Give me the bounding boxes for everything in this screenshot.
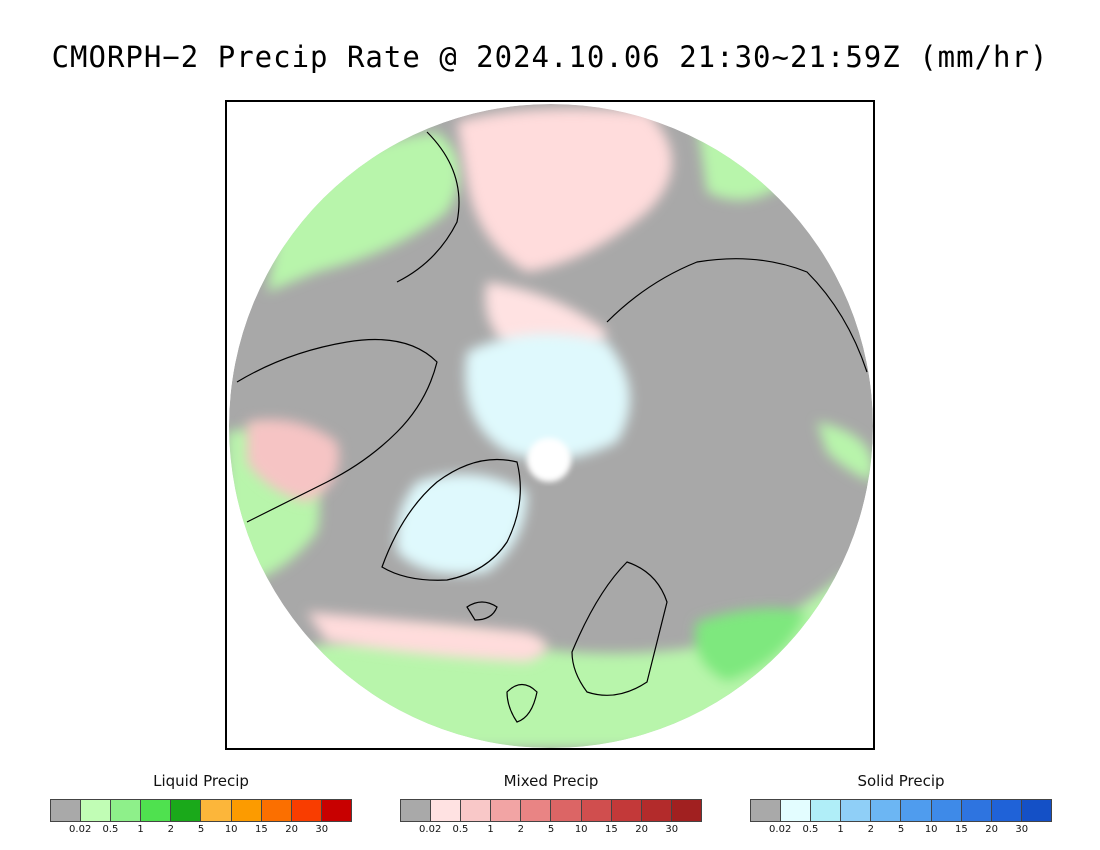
legend-swatch	[401, 800, 432, 821]
legend-swatch	[781, 800, 812, 821]
mixed-area-southwest	[307, 612, 547, 662]
legend-swatch	[461, 800, 492, 821]
legend-swatches	[50, 799, 352, 822]
legend-swatch	[841, 800, 872, 821]
legend-swatch	[291, 800, 322, 821]
legend-swatch	[811, 800, 842, 821]
legend-swatch	[201, 800, 232, 821]
greenland-coast	[381, 458, 521, 581]
legend-swatch	[961, 800, 992, 821]
legend-title: Liquid Precip	[153, 772, 249, 790]
mixed-area-canada	[247, 419, 339, 502]
legend-tick-label: 10	[924, 824, 938, 835]
legend-swatch	[431, 800, 462, 821]
legend-tick-label: 30	[665, 824, 679, 835]
legend-tick-label: 20	[985, 824, 998, 835]
legend-tick-label: 15	[255, 824, 268, 835]
legend-tick-label: 1	[837, 824, 844, 835]
legend-title: Mixed Precip	[503, 772, 599, 790]
legend-swatch	[521, 800, 552, 821]
legend-swatch	[641, 800, 672, 821]
legend-tick-label: 0.5	[802, 824, 819, 835]
legend-title: Solid Precip	[857, 772, 945, 790]
legend-tick-label: 10	[574, 824, 588, 835]
north-america-coast	[236, 339, 438, 523]
legend-tick-label: 0.5	[452, 824, 469, 835]
solid-area-greenland	[396, 474, 527, 575]
legend-tick-label: 20	[285, 824, 298, 835]
british-isles-coast	[506, 683, 538, 723]
legend-tick-label: 0.02	[419, 824, 442, 835]
legend-swatch	[901, 800, 932, 821]
legend-ticks: 0.02 0.5 1 2 5 10 15 20 30	[50, 822, 352, 836]
legend-swatch	[751, 800, 782, 821]
legend-tick-label: 0.02	[769, 824, 792, 835]
legend-tick-label: 2	[167, 824, 174, 835]
legend-swatch	[671, 800, 701, 821]
legend-swatch	[581, 800, 612, 821]
legend-liquid: Liquid Precip 0.02 0.5 1 2 5 10 15 20 30	[50, 772, 352, 836]
legend-tick-label: 2	[517, 824, 524, 835]
precip-map-svg	[229, 104, 873, 748]
liquid-band-northeast	[697, 122, 787, 200]
legend-mixed: Mixed Precip 0.02 0.5 1 2 5 10 15 20 30	[400, 772, 702, 836]
iceland-coast	[466, 601, 498, 621]
legend-swatch	[491, 800, 522, 821]
chart-title: CMORPH−2 Precip Rate @ 2024.10.06 21:30~…	[51, 40, 1049, 74]
legend-tick-label: 0.5	[102, 824, 119, 835]
legend-tick-label: 1	[137, 824, 144, 835]
legend-tick-label: 30	[1015, 824, 1029, 835]
legend-swatch	[321, 800, 351, 821]
polar-map	[225, 100, 875, 750]
solid-area-arctic	[465, 334, 630, 460]
legend-swatch	[1021, 800, 1051, 821]
legend-swatch	[231, 800, 262, 821]
legend-swatch	[991, 800, 1022, 821]
legend-ticks: 0.02 0.5 1 2 5 10 15 20 30	[750, 822, 1052, 836]
legend-tick-label: 2	[867, 824, 874, 835]
legend-solid: Solid Precip 0.02 0.5 1 2 5 10 15 20 30	[750, 772, 1052, 836]
liquid-band-east	[817, 422, 873, 482]
legend-swatches	[400, 799, 702, 822]
scandinavia-coast	[571, 561, 668, 696]
legend-tick-label: 15	[605, 824, 618, 835]
legend-swatch	[81, 800, 112, 821]
legend-swatch	[261, 800, 292, 821]
legend-tick-label: 10	[224, 824, 238, 835]
legend-swatch	[611, 800, 642, 821]
mixed-precip-areas	[247, 108, 672, 662]
mixed-area-north	[457, 108, 672, 273]
alaska-coast	[396, 131, 460, 283]
legend-swatch	[171, 800, 202, 821]
legend-tick-label: 5	[547, 824, 555, 835]
legend-tick-label: 20	[635, 824, 648, 835]
legend-swatches	[750, 799, 1052, 822]
legend-tick-label: 5	[897, 824, 905, 835]
legend-tick-label: 1	[487, 824, 494, 835]
legend-ticks: 0.02 0.5 1 2 5 10 15 20 30	[400, 822, 702, 836]
coastlines	[236, 131, 868, 723]
legend-swatch	[931, 800, 962, 821]
legend-tick-label: 15	[955, 824, 968, 835]
legend-tick-label: 0.02	[69, 824, 92, 835]
legend-swatch	[111, 800, 142, 821]
solid-precip-areas	[396, 334, 630, 575]
eurasia-coast	[606, 258, 868, 373]
legend-swatch	[551, 800, 582, 821]
legend-swatch	[51, 800, 82, 821]
legend-swatch	[871, 800, 902, 821]
pole-gap	[527, 438, 571, 482]
legend-swatch	[141, 800, 172, 821]
liquid-band-southeast	[695, 608, 807, 682]
legend-tick-label: 30	[315, 824, 329, 835]
legend-tick-label: 5	[197, 824, 205, 835]
